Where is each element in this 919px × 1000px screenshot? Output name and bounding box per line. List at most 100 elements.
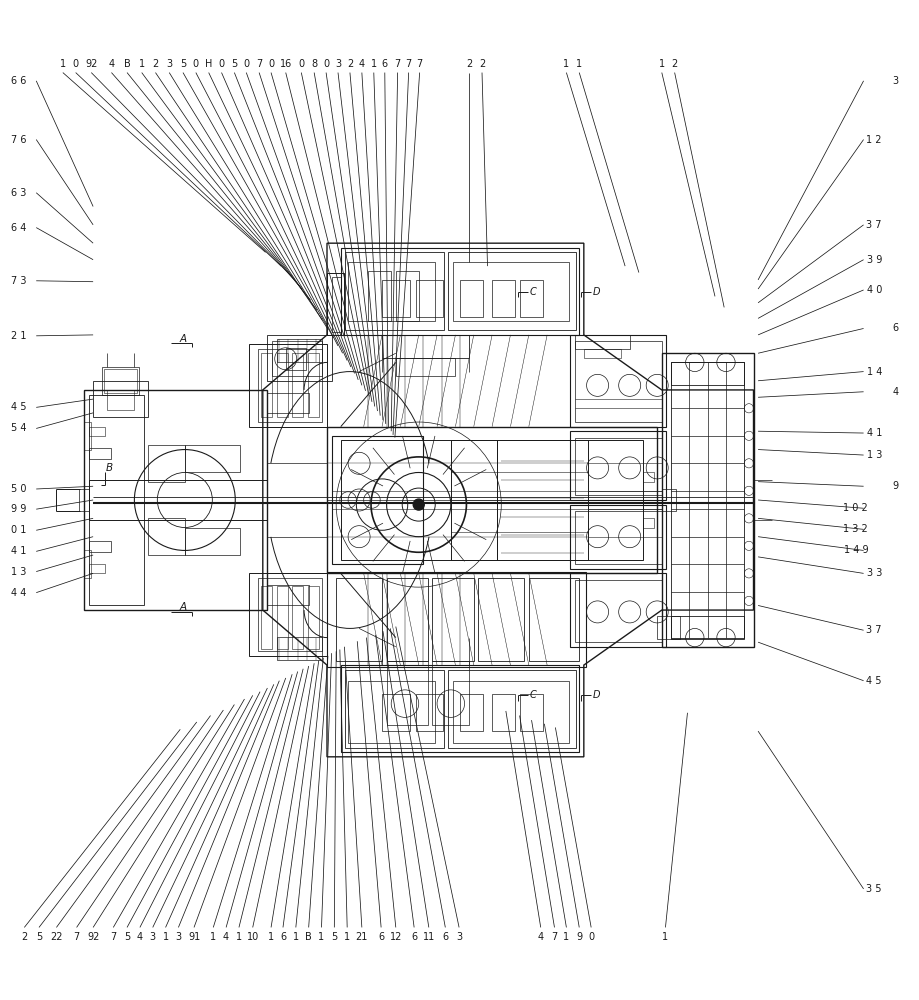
Text: 1: 1 — [235, 932, 242, 942]
Bar — [415, 694, 443, 731]
Bar — [107, 390, 134, 410]
Bar — [331, 436, 423, 564]
Bar — [326, 572, 585, 667]
Text: 3 5: 3 5 — [866, 884, 881, 894]
Text: 2: 2 — [346, 59, 353, 69]
Bar — [308, 353, 318, 417]
Bar — [452, 681, 569, 743]
Text: 6 4: 6 4 — [10, 223, 26, 233]
Bar — [277, 353, 288, 417]
Text: 1 3 2: 1 3 2 — [843, 524, 868, 534]
Text: 5: 5 — [124, 932, 130, 942]
Text: 3: 3 — [456, 932, 461, 942]
Text: 6 3: 6 3 — [10, 188, 26, 198]
Bar — [478, 578, 524, 661]
Text: 1 3: 1 3 — [866, 450, 881, 460]
Text: 3 7: 3 7 — [866, 625, 881, 635]
Text: 9: 9 — [891, 481, 898, 491]
Bar — [331, 277, 340, 332]
Text: 1 0 2: 1 0 2 — [843, 503, 868, 513]
Text: 6: 6 — [411, 932, 416, 942]
Text: 1: 1 — [658, 59, 664, 69]
Bar — [267, 335, 331, 381]
Bar — [570, 431, 665, 500]
Text: 1 4: 1 4 — [866, 367, 881, 377]
Text: 92: 92 — [86, 932, 99, 942]
Bar — [84, 422, 91, 450]
Bar — [432, 661, 469, 725]
Text: 4: 4 — [358, 59, 365, 69]
Bar — [492, 280, 515, 317]
Bar — [326, 273, 343, 335]
Bar — [267, 427, 326, 463]
Text: 5: 5 — [36, 932, 42, 942]
Text: 5: 5 — [231, 59, 237, 69]
Text: 3: 3 — [150, 932, 155, 942]
Text: 7: 7 — [550, 932, 557, 942]
Bar — [519, 694, 542, 731]
Text: D: D — [593, 690, 600, 700]
Text: 1: 1 — [575, 59, 582, 69]
Text: 7: 7 — [394, 59, 401, 69]
Bar — [570, 505, 665, 569]
Text: 4 1: 4 1 — [10, 546, 26, 556]
Text: 1: 1 — [60, 59, 66, 69]
Text: 7 6: 7 6 — [10, 135, 26, 145]
Text: 1: 1 — [344, 932, 350, 942]
Bar — [496, 440, 642, 560]
Bar — [570, 335, 665, 427]
Text: A: A — [179, 334, 187, 344]
Bar — [102, 367, 139, 395]
Bar — [670, 362, 743, 638]
Bar — [345, 670, 444, 748]
Text: 4 5: 4 5 — [10, 402, 26, 412]
Text: 1: 1 — [267, 932, 274, 942]
Text: 1: 1 — [292, 932, 299, 942]
Text: 0: 0 — [73, 59, 79, 69]
Bar — [661, 489, 675, 511]
Bar — [340, 440, 496, 560]
Text: 0: 0 — [193, 59, 199, 69]
Bar — [574, 438, 661, 495]
Text: 9: 9 — [575, 932, 582, 942]
Text: 1 4 9: 1 4 9 — [843, 545, 868, 555]
Text: 9 9: 9 9 — [10, 504, 26, 514]
Text: 4 4: 4 4 — [10, 588, 26, 598]
Bar — [258, 578, 322, 651]
Bar — [88, 448, 111, 459]
Text: 1: 1 — [139, 59, 144, 69]
Bar — [395, 271, 418, 321]
Text: 11: 11 — [422, 932, 435, 942]
Bar — [249, 344, 326, 427]
Bar — [460, 694, 482, 731]
Text: 5 4: 5 4 — [10, 423, 26, 433]
Text: 4 0: 4 0 — [866, 285, 881, 295]
Text: 4: 4 — [537, 932, 543, 942]
Bar — [88, 427, 105, 436]
Text: 8: 8 — [311, 59, 317, 69]
Bar — [292, 586, 303, 649]
Text: 4 1: 4 1 — [866, 428, 881, 438]
Bar — [347, 681, 435, 743]
Bar — [308, 586, 318, 649]
Bar — [670, 362, 743, 385]
Text: 1 3: 1 3 — [10, 567, 26, 577]
Bar — [656, 616, 679, 639]
Text: 16: 16 — [279, 59, 291, 69]
Text: D: D — [593, 287, 600, 297]
Text: B: B — [305, 932, 312, 942]
Text: 22: 22 — [51, 932, 62, 942]
Text: 7: 7 — [255, 59, 262, 69]
Text: 3: 3 — [166, 59, 172, 69]
Text: 0: 0 — [267, 59, 274, 69]
Bar — [292, 353, 303, 417]
Bar — [395, 358, 455, 376]
Text: 0: 0 — [243, 59, 249, 69]
Text: C: C — [529, 690, 536, 700]
Text: 7: 7 — [405, 59, 412, 69]
Bar — [88, 564, 105, 573]
Bar — [79, 489, 88, 511]
Bar — [574, 335, 629, 349]
Bar — [326, 427, 656, 573]
Bar — [185, 528, 240, 555]
